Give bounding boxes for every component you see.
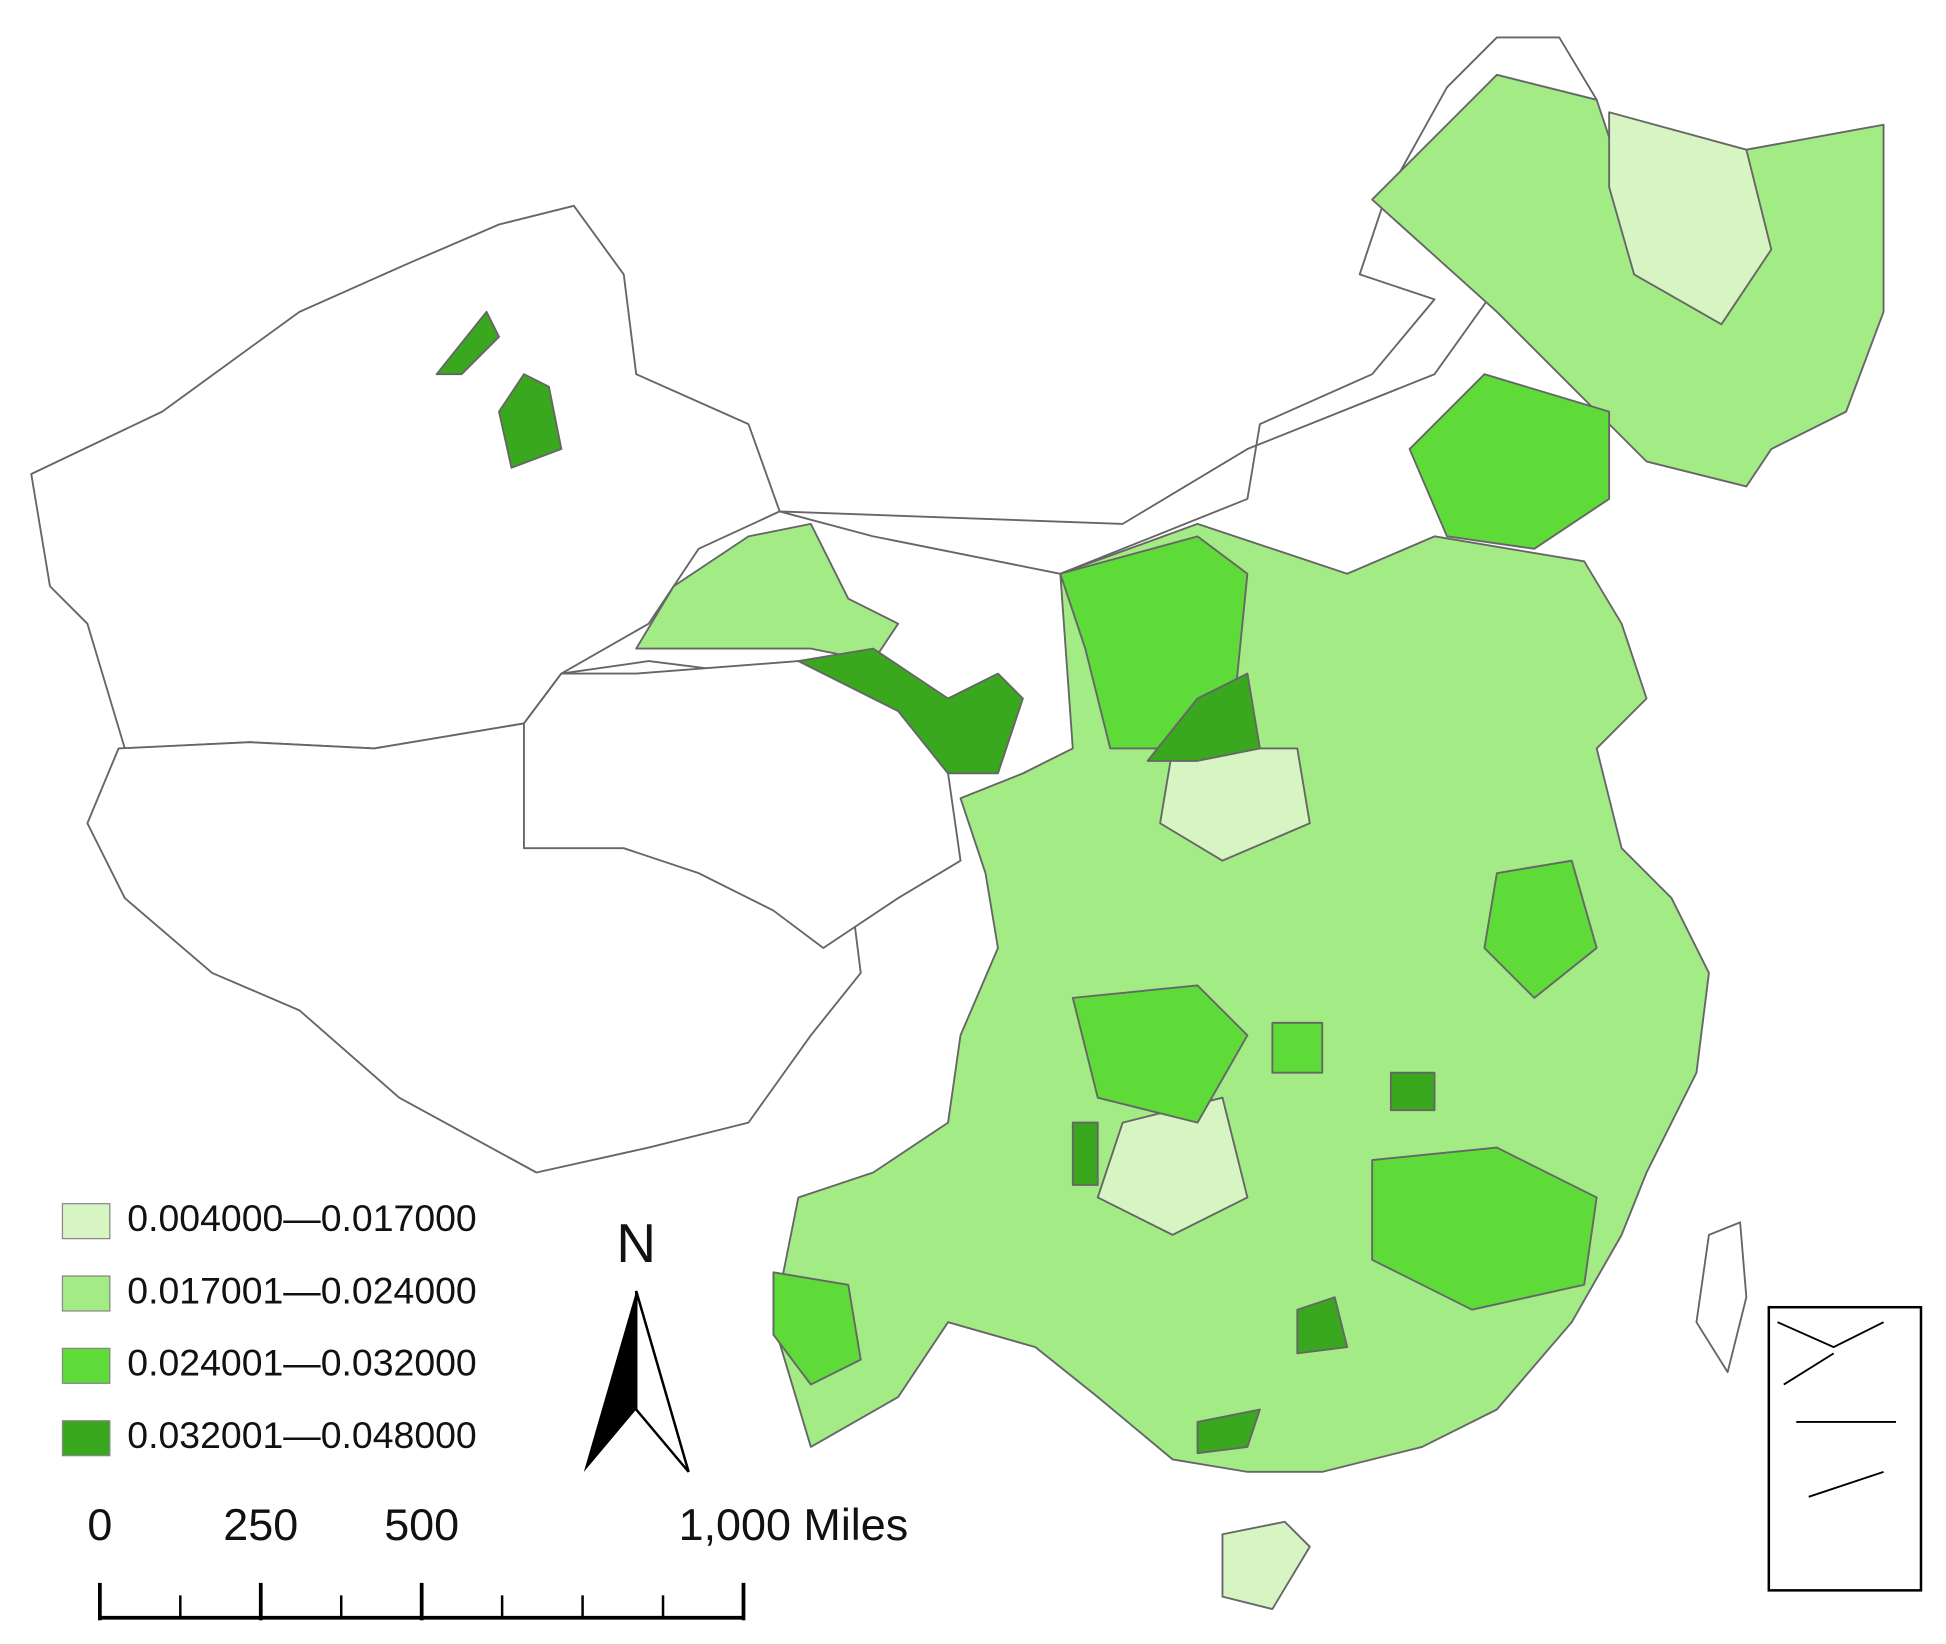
region xyxy=(498,373,563,469)
scale-label: 500 xyxy=(384,1499,459,1550)
legend-swatch xyxy=(61,1347,111,1384)
north-arrow xyxy=(583,1291,637,1472)
region xyxy=(772,1271,862,1386)
region xyxy=(1408,373,1611,550)
legend-swatch xyxy=(61,1275,111,1312)
north-arrow xyxy=(634,1290,690,1473)
scale-label: 250 xyxy=(223,1499,298,1550)
region xyxy=(1371,1146,1598,1311)
legend: 0.004000—0.017000 0.017001—0.024000 0.0240… xyxy=(61,1197,477,1457)
inset-frame xyxy=(1767,1305,1923,1592)
region xyxy=(523,660,962,949)
region xyxy=(1695,1221,1748,1374)
legend-label: 0.024001—0.032000 xyxy=(127,1342,476,1384)
region xyxy=(1071,984,1249,1124)
region xyxy=(1221,1520,1311,1611)
region xyxy=(1296,1296,1349,1355)
region xyxy=(1159,747,1311,862)
region xyxy=(1146,672,1261,762)
inset-islands xyxy=(1777,1321,1897,1498)
region xyxy=(435,310,500,376)
scale-bar: 0 250 500 1,000 Miles xyxy=(87,1499,909,1621)
north-label: N xyxy=(616,1212,656,1274)
region xyxy=(1389,1071,1436,1112)
region xyxy=(797,647,1024,775)
region xyxy=(1271,1021,1324,1074)
region xyxy=(1608,111,1773,326)
legend-label: 0.017001—0.024000 xyxy=(127,1269,476,1311)
region xyxy=(1483,859,1598,999)
region xyxy=(1071,1121,1099,1186)
scale-label: 0 xyxy=(87,1499,112,1550)
region xyxy=(1196,1408,1261,1455)
legend-swatch xyxy=(61,1420,111,1457)
legend-label: 0.004000—0.017000 xyxy=(127,1197,476,1239)
map-regions xyxy=(30,36,1885,1611)
legend-label: 0.032001—0.048000 xyxy=(127,1414,476,1456)
region xyxy=(772,522,1710,1473)
region xyxy=(635,522,900,663)
scale-label: 1,000 Miles xyxy=(679,1499,909,1550)
legend-swatch xyxy=(61,1203,111,1240)
